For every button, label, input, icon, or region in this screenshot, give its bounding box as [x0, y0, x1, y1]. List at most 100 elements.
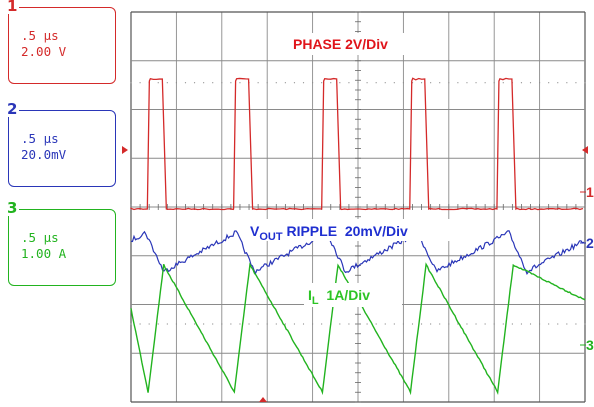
channel-2-number: 2	[5, 100, 20, 118]
vout-label-rest: RIPPLE 20mV/Div	[283, 223, 408, 239]
channel-3-marker: 3	[586, 337, 594, 353]
grid-dot	[284, 82, 286, 84]
grid-dot	[384, 82, 386, 84]
grid-dot	[366, 323, 368, 325]
grid-dot	[357, 323, 359, 325]
grid-dot	[366, 82, 368, 84]
grid-dot	[420, 323, 423, 325]
grid-dot	[448, 323, 450, 325]
grid-dot	[548, 323, 550, 325]
grid-dot	[557, 323, 559, 325]
graticule	[130, 11, 586, 403]
grid-dot	[466, 82, 468, 84]
grid-dot	[193, 82, 196, 84]
grid-dot	[539, 82, 541, 84]
grid-dot	[566, 82, 568, 84]
grid-dot	[375, 82, 377, 84]
channel-1-box: 1 .5 μs 2.00 V	[5, 0, 116, 84]
grid-dot	[312, 323, 314, 325]
grid-dot	[575, 323, 577, 325]
grid-dot	[221, 323, 223, 325]
channel-1-scale: 2.00 V	[21, 44, 67, 59]
grid-dot	[520, 323, 523, 325]
channel-3-scale: 1.00 A	[21, 246, 67, 261]
grid-dot	[393, 82, 395, 84]
grid-dot	[139, 323, 141, 325]
grid-dot	[175, 323, 177, 325]
grid-dot	[430, 323, 432, 325]
grid-dot	[203, 82, 205, 84]
grid-dot	[548, 82, 550, 84]
grid-dot	[466, 323, 468, 325]
vout-label-bg	[246, 219, 472, 241]
grid-dot	[166, 323, 168, 325]
grid-dot	[293, 82, 296, 84]
il-label-sub: L	[312, 295, 319, 307]
channel-2-timebase: .5 μs	[21, 131, 59, 146]
grid-dot	[139, 82, 141, 84]
grid-dot	[566, 323, 568, 325]
grid-dot	[384, 323, 386, 325]
grid-dot	[448, 82, 450, 84]
grid-dot	[293, 323, 296, 325]
grid-dot	[239, 82, 241, 84]
grid-dot	[193, 323, 196, 325]
grid-dot	[212, 82, 214, 84]
grid-dot	[312, 82, 314, 84]
grid-dot	[257, 82, 259, 84]
channel-1-timebase: .5 μs	[21, 28, 59, 43]
grid-dot	[511, 323, 513, 325]
grid-dot	[502, 323, 504, 325]
grid-dot	[348, 82, 350, 84]
grid-dot	[484, 82, 486, 84]
grid-dot	[275, 82, 277, 84]
grid-dot	[130, 82, 132, 84]
channel-3-number: 3	[5, 199, 20, 217]
grid-dot	[203, 323, 205, 325]
grid-dot	[266, 82, 268, 84]
grid-dot	[157, 82, 159, 84]
channel-1-number: 1	[5, 0, 20, 15]
grid-dot	[339, 323, 341, 325]
channel-3-box: 3 .5 μs 1.00 A	[5, 201, 116, 286]
il-label-bg	[304, 283, 402, 307]
il-label-i: I	[308, 287, 312, 303]
vout-label-sub: OUT	[259, 231, 283, 243]
grid-dot	[420, 82, 423, 84]
grid-dot	[230, 323, 232, 325]
grid-dot	[557, 82, 559, 84]
phase-trace-label: PHASE 2V/Div	[293, 36, 388, 52]
grid-dot	[402, 82, 404, 84]
grid-dot	[484, 323, 486, 325]
grid-dot	[221, 82, 223, 84]
grid-dot	[275, 323, 277, 325]
grid-dot	[321, 82, 323, 84]
grid-dot	[248, 323, 250, 325]
vout-ripple-trace	[130, 230, 585, 275]
grid-dot	[493, 82, 495, 84]
channel-markers: 1 2 3	[122, 146, 594, 402]
grid-dot	[520, 82, 523, 84]
grid-dot	[166, 82, 168, 84]
grid-dot	[148, 323, 150, 325]
grid-dot	[575, 82, 577, 84]
grid-dot	[457, 82, 459, 84]
grid-dot	[239, 323, 241, 325]
grid-dot	[430, 82, 432, 84]
grid-dot	[230, 82, 232, 84]
grid-dot	[475, 82, 477, 84]
grid-dot	[584, 82, 586, 84]
phase-trace	[130, 77, 584, 211]
grid-dot	[539, 323, 541, 325]
channel-2-scale: 20.0mV	[21, 147, 67, 162]
il-trace-label: IL 1A/Div	[308, 287, 370, 307]
grid-dot	[321, 323, 323, 325]
channel-2-box: 2 .5 μs 20.0mV	[5, 102, 116, 187]
grid-dot	[529, 323, 532, 325]
grid-dot	[175, 82, 177, 84]
grid-dot	[584, 323, 586, 325]
grid-dot	[266, 323, 268, 325]
phase-label-bg	[283, 33, 425, 55]
channel-1-marker: 1	[586, 184, 594, 200]
